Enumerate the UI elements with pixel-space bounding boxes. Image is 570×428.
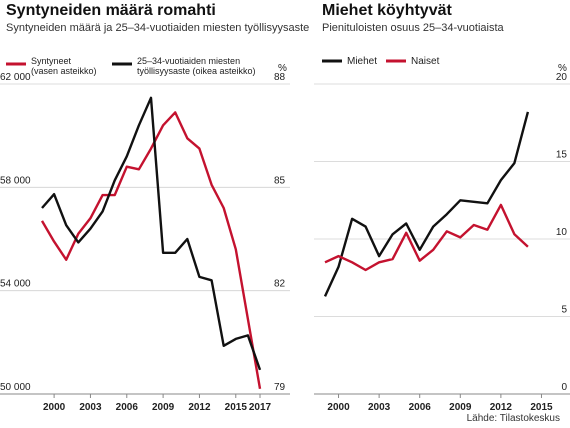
left-legend-label: työllisyysaste (oikea asteikko) [137,66,256,76]
right-x-tick-label: 2015 [530,402,553,413]
left-y-tick-label: 62 000 [0,72,31,83]
left-y2-tick-label: 82 [274,279,286,290]
right-series-miehet-line [323,111,530,297]
right-chart-title: Miehet köyhtyvät [322,2,452,19]
left-series-syntyneet-line [40,111,262,390]
right-y-tick-label: 20 [556,72,568,83]
left-x-tick-label: 2003 [79,402,102,413]
right-y-tick-label: 5 [561,305,567,316]
left-y-tick-label: 58 000 [0,175,31,186]
left-y-tick-label: 50 000 [0,382,31,393]
right-legend-label-miehet: Miehet [347,56,377,67]
left-series-tyollisyysaste-line [41,96,262,371]
left-legend-label: 25–34-vuotiaiden miesten [137,56,240,66]
right-x-tick-label: 2009 [449,402,472,413]
right-chart-subtitle: Pienituloisten osuus 25–34-vuotiaista [322,22,504,34]
left-x-tick-label: 2009 [152,402,175,413]
left-x-tick-label: 2017 [249,402,272,413]
right-legend-label-naiset: Naiset [411,56,440,67]
left-y2-unit-label: % [278,63,287,74]
right-y-unit-label: % [558,63,567,74]
right-series-naiset-line [324,203,529,272]
left-x-tick-label: 2000 [43,402,66,413]
right-y-tick-label: 10 [556,227,568,238]
left-x-tick-label: 2006 [116,402,139,413]
right-y-tick-label: 0 [561,382,567,393]
left-legend-label: (vasen asteikko) [31,66,97,76]
left-y2-tick-label: 85 [274,175,286,186]
right-x-tick-label: 2003 [368,402,391,413]
left-y-tick-label: 54 000 [0,279,31,290]
left-x-tick-label: 2012 [188,402,211,413]
left-chart-subtitle: Syntyneiden määrä ja 25–34-vuotiaiden mi… [6,22,310,34]
right-x-tick-label: 2006 [409,402,432,413]
right-y-tick-label: 15 [556,150,568,161]
left-legend-label: Syntyneet [31,56,72,66]
left-x-tick-label: 2015 [225,402,248,413]
left-chart-title: Syntyneiden määrä romahti [6,2,216,19]
left-y2-tick-label: 88 [274,72,286,83]
right-x-tick-label: 2000 [327,402,350,413]
source-note: Lähde: Tilastokeskus [466,413,560,424]
left-y2-tick-label: 79 [274,382,286,393]
right-x-tick-label: 2012 [490,402,513,413]
